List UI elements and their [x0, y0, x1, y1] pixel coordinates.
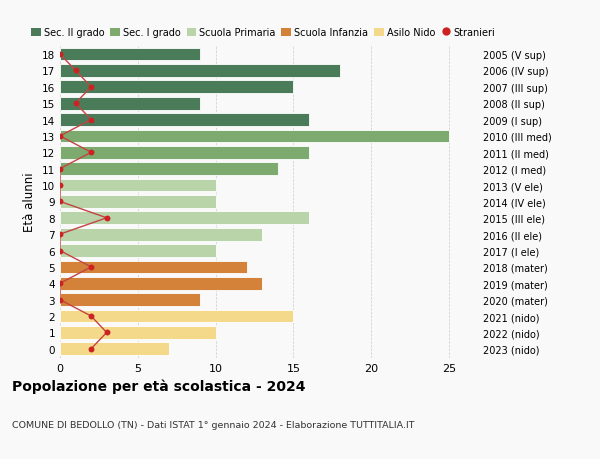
Bar [60, 294, 200, 306]
Point [55, 198, 65, 206]
Bar [60, 49, 200, 61]
Point [71, 100, 80, 107]
Point [55, 231, 65, 238]
Point [55, 133, 65, 140]
Bar [60, 326, 215, 339]
Bar [60, 130, 449, 143]
Point [55, 280, 65, 287]
Point [86, 149, 96, 157]
Point [86, 117, 96, 124]
Point [71, 67, 80, 75]
Bar [60, 245, 215, 257]
Bar [60, 343, 169, 355]
Point [55, 166, 65, 173]
Bar [60, 277, 262, 290]
Point [55, 51, 65, 59]
Text: Popolazione per età scolastica - 2024: Popolazione per età scolastica - 2024 [12, 379, 305, 393]
Bar [60, 212, 309, 224]
Point [55, 297, 65, 304]
Point [102, 215, 112, 222]
Point [86, 345, 96, 353]
Point [86, 263, 96, 271]
Bar [60, 81, 293, 94]
Legend: Sec. II grado, Sec. I grado, Scuola Primaria, Scuola Infanzia, Asilo Nido, Stran: Sec. II grado, Sec. I grado, Scuola Prim… [31, 28, 495, 38]
Bar [60, 310, 293, 323]
Bar [60, 228, 262, 241]
Point [86, 313, 96, 320]
Point [55, 182, 65, 189]
Bar [60, 179, 215, 192]
Bar [60, 163, 278, 176]
Bar [60, 114, 309, 127]
Point [86, 84, 96, 91]
Point [102, 329, 112, 336]
Point [55, 247, 65, 255]
Bar [60, 98, 200, 110]
Y-axis label: Età alunni: Età alunni [23, 172, 37, 232]
Bar [60, 146, 309, 159]
Bar [60, 261, 247, 274]
Bar [60, 196, 215, 208]
Text: COMUNE DI BEDOLLO (TN) - Dati ISTAT 1° gennaio 2024 - Elaborazione TUTTITALIA.IT: COMUNE DI BEDOLLO (TN) - Dati ISTAT 1° g… [12, 420, 415, 429]
Bar [60, 65, 340, 78]
